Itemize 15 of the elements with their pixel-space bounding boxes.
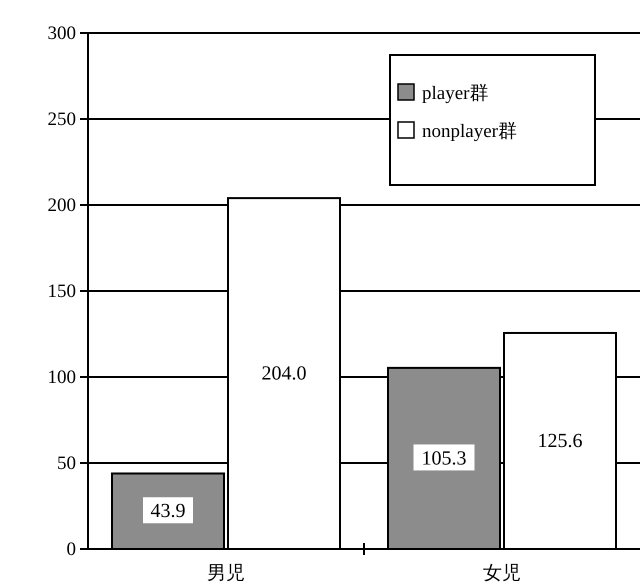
ytick: 100 xyxy=(48,367,76,388)
data-label: 204.0 xyxy=(262,362,306,385)
ytick: 0 xyxy=(66,539,76,560)
xtick: 男児 xyxy=(207,563,245,584)
ytick: 150 xyxy=(48,281,76,302)
data-label: 105.3 xyxy=(422,447,466,470)
xtick: 女児 xyxy=(483,563,521,584)
data-label: 43.9 xyxy=(150,500,186,522)
legend-label: nonplayer群 xyxy=(422,121,517,142)
ytick: 50 xyxy=(57,453,76,474)
ytick: 300 xyxy=(48,23,76,44)
ytick: 200 xyxy=(48,195,76,216)
legend-label: player群 xyxy=(422,83,488,104)
ytick: 250 xyxy=(48,109,76,130)
data-label: 125.6 xyxy=(538,430,582,452)
